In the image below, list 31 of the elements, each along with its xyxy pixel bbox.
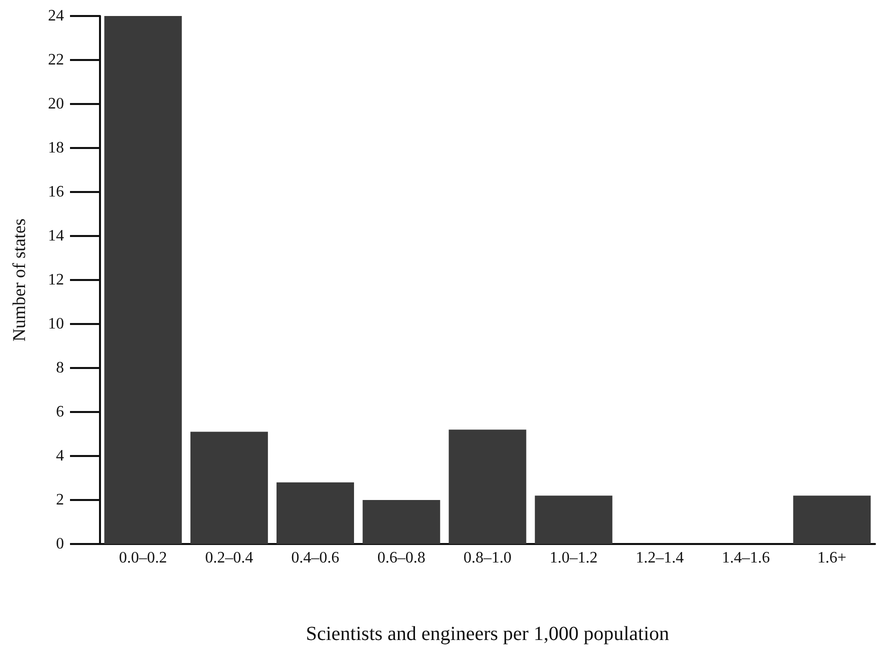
x-tick-label: 0.8–1.0	[464, 550, 512, 566]
y-tick-label: 24	[48, 8, 64, 24]
bar	[448, 430, 526, 544]
x-tick-label: 0.2–0.4	[205, 550, 254, 566]
bar	[190, 432, 268, 544]
y-tick-label: 8	[56, 360, 64, 376]
y-tick-label: 0	[56, 536, 64, 552]
x-axis-title: Scientists and engineers per 1,000 population	[306, 623, 670, 645]
x-tick-label: 1.6+	[817, 550, 846, 566]
x-tick-label: 1.4–1.6	[722, 550, 770, 566]
bar	[362, 500, 440, 544]
y-tick-label: 12	[48, 272, 64, 288]
y-tick-label: 6	[56, 404, 64, 420]
x-tick-label: 0.4–0.6	[291, 550, 340, 566]
y-tick-label: 14	[48, 228, 64, 244]
y-tick-label: 10	[48, 316, 64, 332]
bar	[793, 496, 871, 544]
bar	[534, 496, 612, 544]
y-tick-label: 16	[48, 184, 64, 200]
y-tick-label: 18	[48, 140, 64, 156]
x-tick-label: 0.0–0.2	[119, 550, 168, 566]
y-tick-label: 20	[48, 96, 64, 112]
y-tick-label: 22	[48, 52, 64, 68]
x-tick-label: 1.0–1.2	[550, 550, 598, 566]
x-tick-label: 0.6–0.8	[377, 550, 426, 566]
x-tick-label: 1.2–1.4	[636, 550, 684, 566]
bar	[276, 482, 354, 544]
y-tick-label: 4	[56, 448, 64, 464]
y-axis-title: Number of states	[9, 218, 29, 342]
y-tick-label: 2	[56, 492, 64, 508]
bar	[104, 16, 182, 544]
